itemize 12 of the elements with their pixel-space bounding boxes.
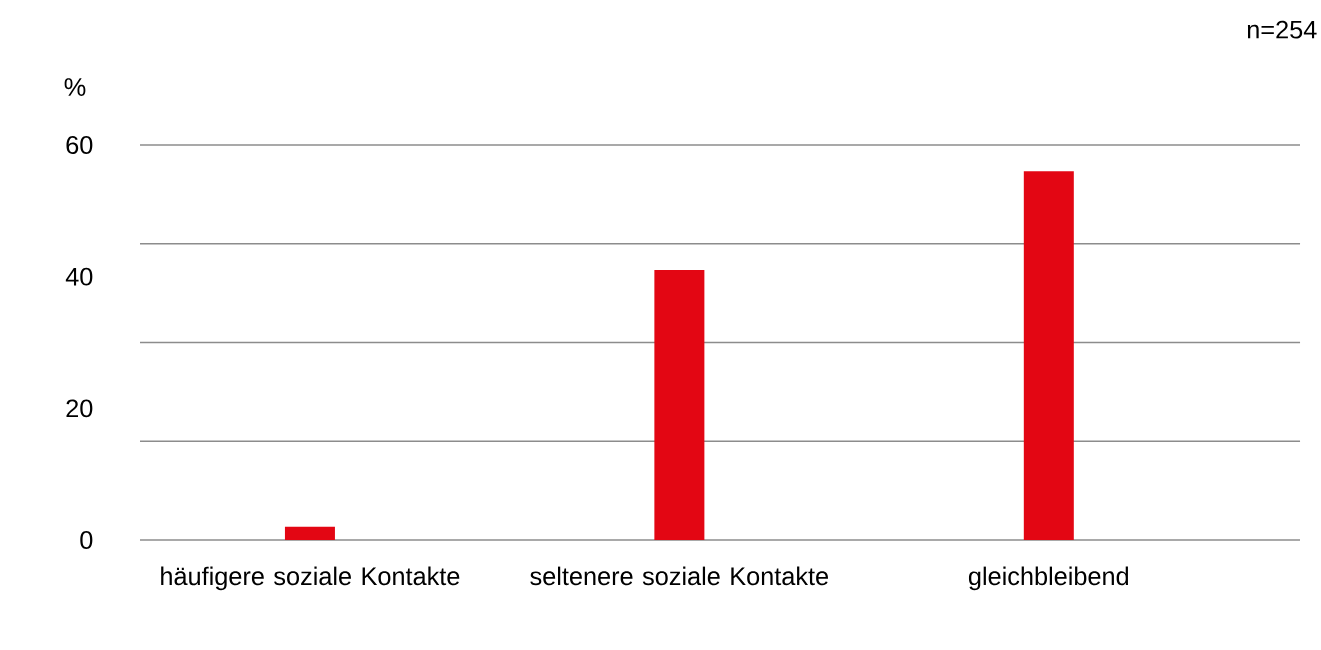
- y-tick-label: 40: [65, 267, 93, 286]
- bar: [1023, 171, 1074, 540]
- y-axis-title: %: [64, 78, 86, 96]
- x-tick-label: häufigere soziale Kontakte: [161, 566, 460, 591]
- x-tick-label: gleichbleibend: [968, 566, 1129, 591]
- y-tick-label: 20: [66, 399, 93, 418]
- y-tick-label: 60: [66, 136, 93, 154]
- text: n=254: [1247, 20, 1317, 39]
- bar: [284, 526, 335, 540]
- x-tick-label: seltenere soziale Kontakte: [530, 566, 829, 586]
- bar: [654, 270, 705, 540]
- y-tick-label: 0: [80, 531, 93, 549]
